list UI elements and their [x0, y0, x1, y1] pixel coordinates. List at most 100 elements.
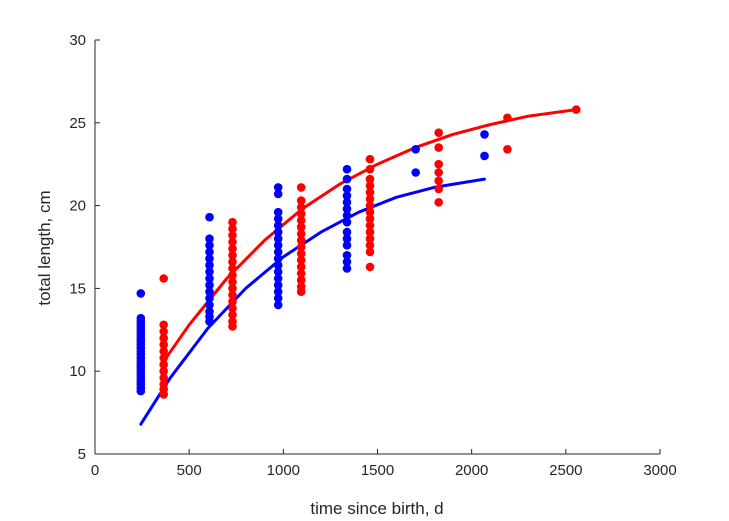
data-point [228, 297, 237, 306]
data-point [296, 269, 306, 278]
data-point [296, 236, 306, 245]
data-point [296, 222, 306, 232]
x-tick-label: 3000 [643, 462, 676, 479]
data-point [342, 174, 352, 184]
x-tick-label: 1000 [267, 462, 300, 479]
data-point [159, 340, 168, 350]
data-point [273, 300, 283, 310]
data-point [205, 267, 214, 277]
data-point [365, 207, 375, 217]
y-tick-label: 20 [69, 198, 86, 215]
data-point [365, 214, 375, 224]
x-tick-label: 0 [91, 462, 99, 479]
fit-curve [162, 108, 578, 363]
data-point [365, 241, 375, 250]
data-point [273, 260, 283, 270]
y-axis-label: total length, cm [35, 190, 54, 305]
data-point [365, 194, 375, 204]
data-point [480, 130, 489, 139]
y-tick-label: 10 [69, 363, 86, 380]
data-point [273, 183, 283, 192]
data-point [228, 290, 237, 300]
data-point [434, 168, 444, 177]
data-point [228, 264, 237, 273]
data-point [365, 247, 375, 257]
data-point [205, 294, 214, 303]
y-tick-label: 25 [69, 115, 86, 132]
data-point [365, 221, 375, 230]
x-tick-label: 500 [177, 462, 202, 479]
data-point [365, 262, 375, 272]
data-point [296, 275, 306, 285]
data-point [159, 353, 168, 363]
data-point [273, 214, 283, 224]
data-point [273, 274, 283, 283]
data-point [296, 216, 306, 225]
data-point [296, 209, 306, 219]
data-point [205, 274, 214, 283]
y-tick-label: 30 [69, 32, 86, 49]
data-point [228, 277, 237, 287]
data-point [365, 164, 375, 174]
data-point [159, 274, 168, 283]
data-point [273, 227, 283, 237]
data-point [342, 217, 352, 227]
x-tick-label: 1500 [361, 462, 394, 479]
data-point [273, 189, 283, 199]
data-point [205, 300, 214, 310]
data-point [296, 229, 306, 239]
data-point [342, 204, 352, 214]
data-point [365, 188, 375, 197]
x-axis-label: time since birth, d [310, 499, 443, 518]
data-point [434, 176, 444, 186]
data-point [296, 183, 306, 192]
data-point [342, 227, 352, 237]
data-point [342, 198, 352, 207]
data-point [342, 164, 352, 174]
x-tick-label: 2000 [455, 462, 488, 479]
data-point [273, 247, 283, 257]
data-point [228, 270, 237, 280]
data-point [342, 184, 352, 194]
data-point [342, 251, 352, 260]
data-point [365, 227, 375, 237]
data-point [159, 360, 168, 369]
data-point [228, 237, 237, 247]
data-point [296, 203, 306, 212]
axes: 0 500 1000 1500 2000 2500 3000 5 10 15 20 25 30 [69, 32, 676, 479]
data-point [205, 317, 214, 326]
data-point [503, 113, 512, 123]
data-point [434, 198, 444, 207]
data-point [228, 322, 237, 331]
data-point [159, 347, 168, 356]
data-point [365, 154, 375, 164]
data-point [342, 211, 352, 220]
data-point [365, 201, 375, 210]
data-point [342, 191, 352, 200]
data-point [205, 234, 214, 243]
data-point [342, 264, 352, 273]
data-point [205, 241, 214, 250]
data-point [365, 174, 375, 184]
fit-curve [139, 177, 486, 426]
data-point [434, 184, 444, 194]
data-point [434, 128, 444, 137]
data-point [365, 234, 375, 243]
data-point [159, 390, 168, 399]
data-point [228, 284, 237, 293]
data-point [228, 244, 237, 253]
data-point [273, 294, 283, 303]
y-tick-label: 5 [78, 446, 86, 463]
data-point [273, 234, 283, 243]
data-point [228, 224, 237, 234]
data-point [296, 196, 306, 205]
data-point [296, 249, 306, 258]
data-point [342, 241, 352, 250]
data-point [296, 255, 306, 265]
data-point [205, 254, 214, 263]
data-point [159, 333, 168, 343]
data-point [228, 257, 237, 267]
data-point [159, 320, 168, 330]
data-point [296, 262, 306, 272]
